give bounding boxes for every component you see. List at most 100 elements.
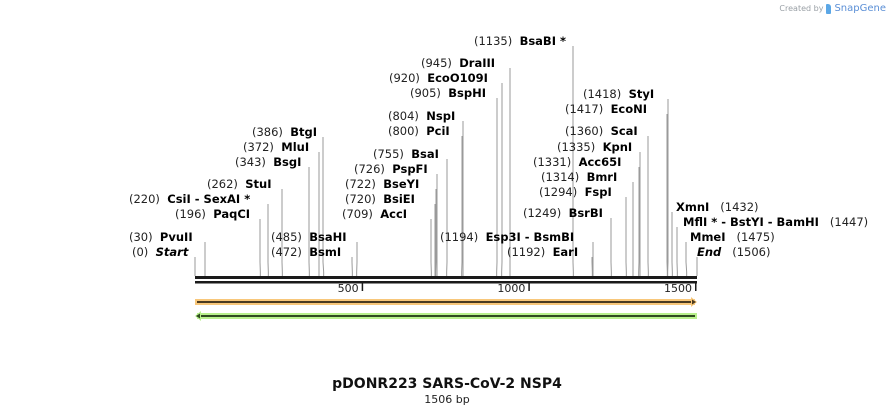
enzyme-label[interactable]: (800) PciI [388,124,450,138]
enzyme-name: EcoNI [610,102,648,116]
enzyme-name: BsmI [309,245,342,259]
cut-position: (1314) [541,170,580,184]
enzyme-name: BsiEI [383,192,415,206]
enzyme-label[interactable]: (220) CsiI - SexAI * [129,192,250,206]
cut-position: (1249) [523,206,562,220]
enzyme-name: PciI [426,124,450,138]
enzyme-name: NspI [426,109,456,123]
enzyme-label[interactable]: (1335) KpnI [557,140,632,154]
cut-site-line [685,242,688,276]
enzyme-label[interactable]: (1192) EarI [507,245,578,259]
cut-position: (1432) [720,200,759,214]
enzyme-label[interactable]: (372) MluI [243,140,309,154]
enzyme-label[interactable]: (1294) FspI [539,185,612,199]
enzyme-name: BspHI [448,86,486,100]
enzyme-name: EarI [552,245,579,259]
enzyme-label[interactable]: (1331) Acc65I [533,155,621,169]
cut-position: (1447) [829,215,869,229]
enzyme-name: KpnI [602,140,633,154]
enzyme-label[interactable]: XmnI (1432) [676,200,759,214]
enzyme-label[interactable]: (485) BsaHI [271,230,347,244]
enzyme-label[interactable]: (720) BsiEI [345,192,415,206]
ruler-tick-label: 1000 [497,282,525,295]
cut-position: (343) [235,155,266,169]
cut-position: (920) [389,71,420,85]
enzyme-name: BmrI [586,170,618,184]
enzyme-label[interactable]: (1418) StyI [583,87,654,101]
reverse-arrowhead-inner-icon [196,313,200,319]
map-length: 1506 bp [424,393,470,406]
credit-brand: SnapGene [834,3,886,14]
ruler-tick [695,283,697,291]
cut-position: (485) [271,230,302,244]
cut-position: (0) [132,245,149,259]
cut-site-line [322,137,325,276]
enzyme-label[interactable]: (905) BspHI [410,86,486,100]
cut-position: (372) [243,140,274,154]
cut-position: (726) [354,162,385,176]
cut-position: (755) [373,147,404,161]
enzyme-name: CsiI - SexAI * [167,192,251,206]
ruler-tick [361,283,364,291]
enzyme-label[interactable]: (945) DraIII [421,56,495,70]
cut-position: (30) [129,230,153,244]
enzyme-name: PspFI [392,162,428,176]
enzyme-name: PaqCI [213,207,251,221]
enzyme-label[interactable]: (472) BsmI [271,245,341,259]
backbone-top-strand [195,276,697,279]
enzyme-name: BsaHI [309,230,347,244]
enzyme-label[interactable]: (0) Start [132,245,188,259]
enzyme-label[interactable]: (30) PvuII [129,230,193,244]
enzyme-name: MflI * - BstYI - BamHI [683,215,819,229]
enzyme-label[interactable]: (1417) EcoNI [565,102,647,116]
enzyme-label[interactable]: (343) BsgI [235,155,301,169]
enzyme-name: FspI [584,185,612,199]
enzyme-name: AccI [380,207,408,221]
enzyme-label[interactable]: (709) AccI [342,207,407,221]
enzyme-label[interactable]: (386) BtgI [252,125,317,139]
enzyme-label[interactable]: (1360) ScaI [565,124,638,138]
cut-position: (1335) [557,140,596,154]
cut-position: (709) [342,207,373,221]
enzyme-label[interactable]: (804) NspI [388,109,455,123]
cut-position: (945) [421,56,452,70]
enzyme-label[interactable]: MflI * - BstYI - BamHI (1447) [683,215,868,229]
ruler-tick-label: 500 [338,282,359,295]
cut-position: (1194) [440,230,479,244]
cut-position: (1135) [474,34,513,48]
enzyme-name: End [697,245,722,259]
enzyme-label[interactable]: MmeI (1475) [690,230,775,244]
cut-position: (472) [271,245,302,259]
enzyme-name: EcoO109I [427,71,488,85]
cut-position: (800) [388,124,419,138]
cut-position: (1418) [583,87,622,101]
enzyme-label[interactable]: (1314) BmrI [541,170,617,184]
enzyme-name: XmnI [676,200,710,214]
cut-position: (262) [207,177,238,191]
enzyme-name: MluI [281,140,310,154]
enzyme-label[interactable]: End (1506) [697,245,771,259]
enzyme-label[interactable]: (262) StuI [207,177,272,191]
enzyme-name: ScaI [610,124,638,138]
enzyme-name: BsaBI * [519,34,566,48]
enzyme-label[interactable]: (722) BseYI [345,177,419,191]
cut-position: (1475) [736,230,775,244]
enzyme-label[interactable]: (196) PaqCI [175,207,250,221]
cut-position: (386) [252,125,283,139]
enzyme-name: BsrBI [568,206,603,220]
snapgene-logo-icon [826,3,832,14]
enzyme-label[interactable]: (755) BsaI [373,147,439,161]
enzyme-label[interactable]: (726) PspFI [354,162,428,176]
snapgene-credit: Created by SnapGene [779,3,886,14]
cut-position: (1417) [565,102,604,116]
enzyme-label[interactable]: (1135) BsaBI * [474,34,566,48]
cut-position: (720) [345,192,376,206]
credit-prefix: Created by [779,4,824,13]
enzyme-name: Start [155,245,189,259]
enzyme-label[interactable]: (920) EcoO109I [389,71,488,85]
enzyme-label[interactable]: (1249) BsrBI [523,206,603,220]
ruler-tick [528,283,530,291]
enzyme-label[interactable]: (1194) Esp3I - BsmBI [440,230,574,244]
